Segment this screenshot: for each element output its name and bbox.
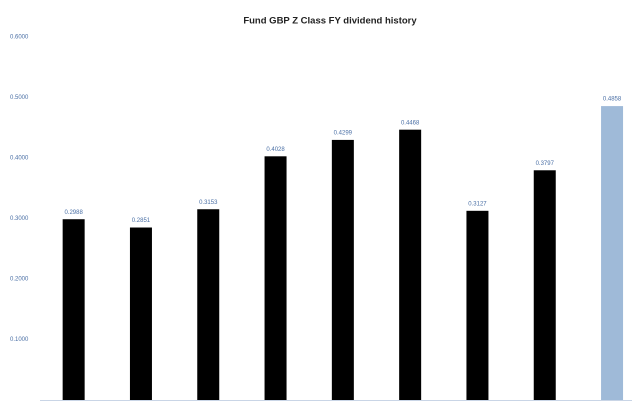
y-tick-label: 0.2000 <box>10 277 29 283</box>
bar <box>601 106 624 400</box>
y-tick-label: 0.5000 <box>10 95 29 101</box>
value-label: 0.4468 <box>401 120 420 126</box>
value-label: 0.4028 <box>266 147 285 153</box>
y-tick-label: 0.1000 <box>10 337 29 343</box>
bar <box>331 139 354 400</box>
value-label: 0.3153 <box>199 200 218 206</box>
value-label: 0.2988 <box>64 210 83 216</box>
bar <box>264 156 287 400</box>
bar <box>62 219 85 400</box>
bar <box>466 210 489 400</box>
value-label: 0.4858 <box>603 97 622 103</box>
bar <box>533 170 556 400</box>
bar <box>129 227 152 400</box>
value-label: 0.3797 <box>536 161 555 167</box>
bar <box>399 129 422 400</box>
y-tick-label: 0.3000 <box>10 216 29 222</box>
value-label: 0.3127 <box>468 201 487 207</box>
y-tick-label: 0.4000 <box>10 156 29 162</box>
chart-title: Fund GBP Z Class FY dividend history <box>243 16 417 27</box>
y-tick-label: 0.6000 <box>10 35 29 41</box>
value-label: 0.2851 <box>132 218 151 224</box>
value-label: 0.4299 <box>334 130 353 136</box>
bar <box>197 209 220 400</box>
